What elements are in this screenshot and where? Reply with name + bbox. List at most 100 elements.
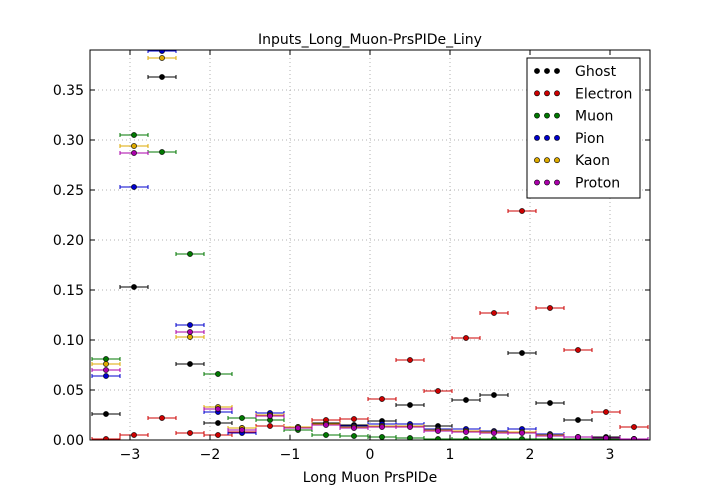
proton-data-point: [103, 367, 109, 373]
grid-layer: [90, 50, 650, 441]
legend-marker-proton: [534, 179, 540, 186]
x-tick-label: 0: [366, 447, 375, 463]
electron-data-point: [407, 357, 413, 363]
legend-label-proton: Proton: [575, 176, 620, 192]
proton-data-point: [187, 329, 193, 335]
electron-data-point: [159, 415, 165, 421]
muon-data-point: [463, 436, 469, 440]
proton-data-point: [215, 406, 221, 412]
electron-data-point: [267, 423, 273, 429]
muon-data-point: [187, 251, 193, 257]
electron-data-point: [547, 305, 553, 311]
proton-data-point: [575, 434, 581, 440]
x-axis-label: Long Muon PrsPIDe: [303, 470, 437, 486]
legend-marker-electron: [534, 90, 540, 97]
data-points-group: [91, 42, 649, 440]
series-electron: [91, 208, 649, 440]
electron-data-point: [575, 347, 581, 353]
muon-data-point: [519, 436, 525, 440]
y-tick-label: 0.00: [53, 433, 84, 449]
electron-data-point: [435, 388, 441, 394]
legend-label-kaon: Kaon: [575, 153, 610, 169]
chart-title: Inputs_Long_Muon-PrsPIDe_Liny: [258, 32, 482, 48]
series-proton: [91, 42, 649, 440]
proton-data-point: [159, 42, 164, 47]
legend-marker-proton: [554, 179, 560, 186]
kaon-data-point: [131, 143, 137, 149]
x-tick-label: −1: [280, 447, 301, 463]
kaon-data-point: [187, 334, 193, 340]
legend-marker-pion: [534, 134, 540, 141]
y-tick-label: 0.20: [53, 233, 84, 249]
legend-marker-muon: [544, 112, 550, 119]
ticks-layer: −3 −2 −1 0 1 2 3 0.00 0.05 0.10 0.15 0.20 0.25 0.30 0.…: [53, 50, 650, 463]
proton-data-point: [267, 413, 273, 419]
legend-label-ghost: Ghost: [575, 64, 617, 80]
proton-data-point: [379, 424, 385, 430]
pion-data-point: [187, 322, 193, 328]
muon-data-point: [351, 433, 357, 439]
y-tick-label: 0.35: [53, 83, 84, 99]
muon-data-point: [131, 132, 137, 138]
proton-data-point: [131, 150, 137, 156]
legend-label-pion: Pion: [575, 131, 604, 147]
electron-data-point: [187, 430, 193, 436]
proton-data-point: [407, 424, 413, 430]
ghost-data-point: [215, 420, 221, 426]
muon-data-point: [159, 149, 165, 155]
proton-data-point: [547, 433, 553, 439]
muon-data-point: [103, 356, 109, 362]
proton-data-point: [295, 425, 301, 431]
muon-data-point: [407, 435, 413, 440]
y-tick-label: 0.10: [53, 333, 84, 349]
x-tick-label: −2: [200, 447, 221, 463]
x-tick-label: −3: [120, 447, 141, 463]
proton-data-point: [631, 436, 637, 440]
electron-data-point: [131, 432, 137, 438]
muon-data-point: [491, 436, 497, 440]
legend-marker-pion: [554, 134, 560, 141]
y-tick-label: 0.25: [53, 183, 84, 199]
x-tick-label: 3: [606, 447, 615, 463]
electron-data-point: [215, 432, 221, 438]
legend-box: [526, 57, 641, 199]
muon-data-point: [435, 436, 441, 440]
legend-marker-kaon: [554, 157, 560, 164]
electron-data-point: [603, 409, 609, 415]
electron-data-point: [351, 416, 357, 422]
pion-data-point: [131, 184, 137, 190]
proton-data-point: [323, 422, 329, 428]
legend: Ghost Electron Muon Pion Kaon Proton: [526, 57, 641, 199]
electron-data-point: [519, 208, 525, 214]
electron-data-point: [103, 436, 109, 440]
proton-data-point: [239, 427, 245, 433]
muon-data-point: [215, 371, 221, 377]
marks-layer: [91, 42, 649, 440]
legend-marker-ghost: [554, 68, 560, 74]
ghost-data-point: [131, 284, 137, 290]
pion-data-point: [159, 50, 165, 54]
ghost-data-point: [407, 402, 413, 408]
ghost-data-point: [187, 361, 193, 367]
ghost-data-point: [159, 74, 165, 80]
ghost-data-point: [103, 411, 109, 417]
proton-data-point: [351, 425, 357, 431]
y-tick-label: 0.30: [53, 133, 84, 149]
legend-marker-muon: [534, 112, 540, 119]
legend-label-electron: Electron: [575, 86, 632, 102]
electron-data-point: [379, 396, 385, 402]
x-tick-label: 1: [446, 447, 455, 463]
proton-data-point: [519, 430, 525, 436]
muon-data-point: [323, 432, 329, 438]
legend-marker-proton: [544, 179, 550, 186]
y-tick-label: 0.15: [53, 283, 84, 299]
electron-data-point: [631, 424, 637, 430]
legend-marker-ghost: [534, 68, 540, 74]
legend-marker-kaon: [544, 157, 550, 164]
legend-label-muon: Muon: [575, 109, 613, 125]
ghost-data-point: [491, 392, 497, 398]
legend-marker-electron: [554, 90, 560, 97]
legend-marker-kaon: [534, 157, 540, 164]
ghost-data-point: [463, 397, 469, 403]
